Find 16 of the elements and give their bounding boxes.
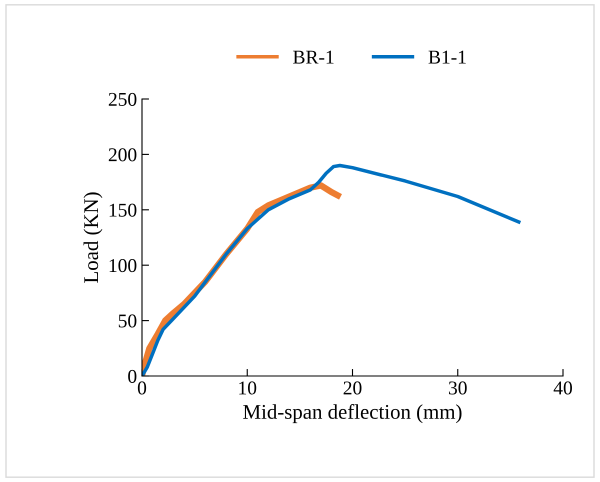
x-tick-label: 20 [344,381,362,395]
x-tick-label: 10 [239,381,256,395]
legend-label: BR-1 [293,50,334,64]
y-tick-label: 200 [108,148,136,162]
legend-label: B1-1 [428,50,466,64]
x-axis-title: Mid-span deflection (mm) [243,404,462,424]
x-tick-label: 30 [448,381,467,395]
y-tick-label: 50 [118,314,136,328]
y-tick-label: 100 [110,259,136,272]
x-tick-label: 40 [554,381,572,395]
y-tick-label: 150 [110,204,136,217]
line-series [142,164,521,376]
y-tick-label: 0 [128,370,136,383]
y-axis-title: Load (KN) [84,192,102,283]
y-tick-label: 250 [108,92,136,106]
x-tick-label: 0 [138,381,146,395]
